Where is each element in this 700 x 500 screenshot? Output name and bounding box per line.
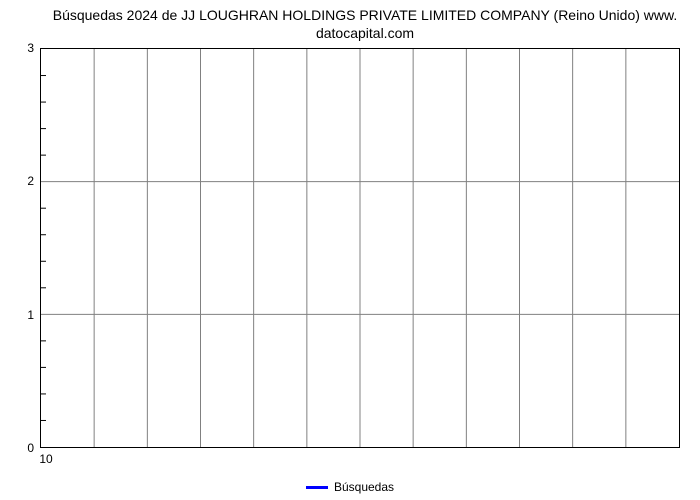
legend-label: Búsquedas bbox=[334, 480, 394, 494]
chart-container: Búsquedas 2024 de JJ LOUGHRAN HOLDINGS P… bbox=[0, 0, 700, 500]
y-tick-label: 1 bbox=[14, 308, 34, 322]
plot-area bbox=[40, 48, 680, 448]
y-tick-label: 0 bbox=[14, 441, 34, 455]
chart-legend: Búsquedas bbox=[0, 480, 700, 494]
x-tick-label: 10 bbox=[39, 452, 52, 466]
legend-swatch bbox=[306, 486, 328, 489]
chart-title-line1: Búsquedas 2024 de JJ LOUGHRAN HOLDINGS P… bbox=[53, 7, 678, 23]
y-tick-label: 3 bbox=[14, 41, 34, 55]
chart-grid bbox=[41, 49, 679, 447]
chart-title-line2: datocapital.com bbox=[316, 25, 414, 41]
y-tick-label: 2 bbox=[14, 174, 34, 188]
chart-title: Búsquedas 2024 de JJ LOUGHRAN HOLDINGS P… bbox=[40, 6, 690, 42]
